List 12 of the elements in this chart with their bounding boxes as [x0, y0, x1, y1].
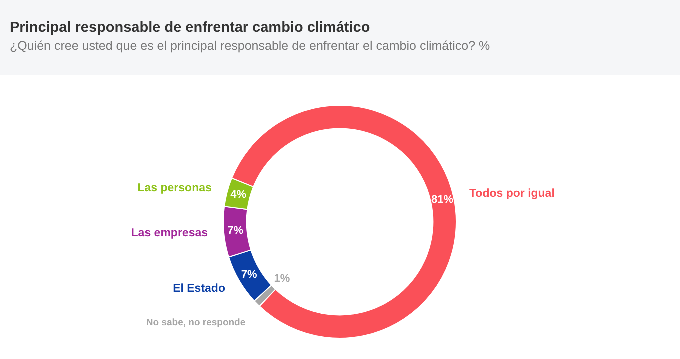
slice-label: Las personas: [138, 182, 212, 194]
data-label: 81%: [431, 194, 454, 206]
data-label: 7%: [241, 268, 258, 281]
data-label: 4%: [230, 189, 247, 202]
slice-label: Todos por igual: [470, 188, 555, 200]
data-label: 1%: [274, 273, 290, 286]
chart-subtitle: ¿Quién cree usted que es el principal responsable de enfrentar el cambio climático? %: [10, 39, 492, 53]
slice-label: El Estado: [173, 282, 226, 295]
chart-title: Principal responsable de enfrentar cambio climático: [10, 19, 372, 36]
data-label: 7%: [228, 225, 244, 238]
slice-label: No sabe, no responde: [146, 318, 246, 329]
slice-label: Las empresas: [131, 228, 208, 240]
